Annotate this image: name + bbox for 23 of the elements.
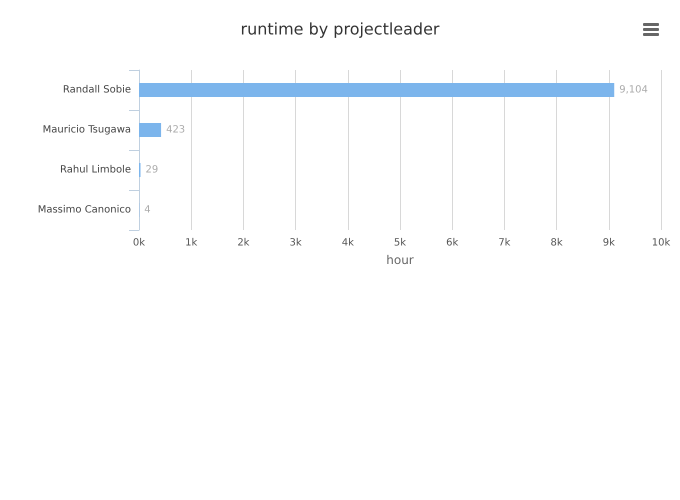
- bar: [139, 123, 162, 137]
- data-label: 4: [144, 204, 151, 216]
- x-tick-label: 0k: [132, 238, 146, 248]
- bar: [139, 83, 614, 97]
- data-label: 29: [146, 164, 158, 176]
- x-tick-label: 6k: [446, 238, 458, 248]
- y-tick-label: Mauricio Tsugawa: [42, 124, 131, 136]
- x-tick-label: 10k: [652, 238, 670, 248]
- data-label: 423: [166, 124, 186, 136]
- y-tick-label: Massimo Canonico: [38, 204, 131, 216]
- y-tick-label: Rahul Limbole: [60, 164, 131, 176]
- y-tick-label: Randall Sobie: [62, 84, 131, 96]
- x-tick-label: 8k: [550, 238, 563, 248]
- x-tick-label: 3k: [290, 238, 302, 248]
- chart-title: runtime by projectleader: [240, 20, 440, 38]
- x-tick-label: 2k: [237, 238, 250, 248]
- x-axis-title: hour: [386, 253, 414, 267]
- x-tick-label: 7k: [498, 238, 511, 248]
- x-tick-label: 9k: [602, 238, 616, 248]
- x-tick-label: 5k: [394, 238, 406, 248]
- data-label: 9,104: [619, 84, 648, 96]
- x-tick-label: 1k: [185, 238, 198, 248]
- x-tick-label: 4k: [342, 238, 354, 248]
